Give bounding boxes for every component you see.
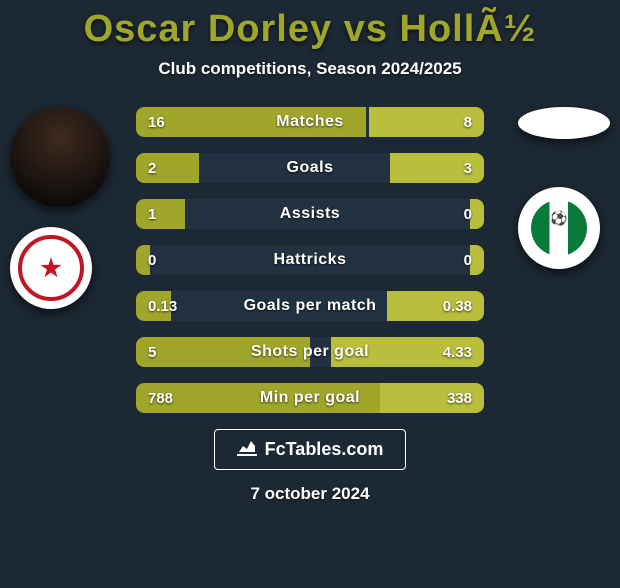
stat-row: 5Shots per goal4.33 [136,337,484,367]
stat-value-right: 3 [412,160,484,177]
brand-badge: FcTables.com [214,429,407,470]
stat-label: Goals [208,159,412,177]
stat-row: 1Assists0 [136,199,484,229]
player-photo-right [518,107,610,139]
stat-label: Assists [208,205,412,223]
stat-value-left: 1 [136,206,208,223]
club-badge-right: ⚽ [518,187,600,269]
stat-label: Hattricks [208,251,412,269]
stat-value-left: 0.13 [136,298,208,315]
stat-row: 2Goals3 [136,153,484,183]
stat-bars: 16Matches82Goals31Assists00Hattricks00.1… [136,107,484,413]
stat-value-right: 0 [412,252,484,269]
comparison-panel: ★ ⚽ 16Matches82Goals31Assists00Hattricks… [0,107,620,413]
chart-icon [237,438,257,461]
stat-value-right: 338 [412,390,484,407]
right-column: ⚽ [518,107,610,269]
date-text: 7 october 2024 [0,484,620,504]
stat-value-left: 16 [136,114,208,131]
stat-value-left: 788 [136,390,208,407]
page-title: Oscar Dorley vs HollÃ½ [0,8,620,51]
stat-row: 0Hattricks0 [136,245,484,275]
brand-text: FcTables.com [265,439,384,460]
left-column: ★ [10,107,110,309]
stat-row: 16Matches8 [136,107,484,137]
stat-value-right: 0.38 [412,298,484,315]
stat-label: Goals per match [208,297,412,315]
stat-value-right: 0 [412,206,484,223]
stat-value-left: 0 [136,252,208,269]
club-badge-left: ★ [10,227,92,309]
subtitle: Club competitions, Season 2024/2025 [0,59,620,79]
stat-value-right: 8 [412,114,484,131]
footer: FcTables.com 7 october 2024 [0,429,620,504]
stat-label: Shots per goal [208,343,412,361]
stat-label: Matches [208,113,412,131]
stat-label: Min per goal [208,389,412,407]
stat-value-right: 4.33 [412,344,484,361]
stat-value-left: 5 [136,344,208,361]
player-photo-left [10,107,110,207]
stat-row: 0.13Goals per match0.38 [136,291,484,321]
stat-value-left: 2 [136,160,208,177]
stat-row: 788Min per goal338 [136,383,484,413]
